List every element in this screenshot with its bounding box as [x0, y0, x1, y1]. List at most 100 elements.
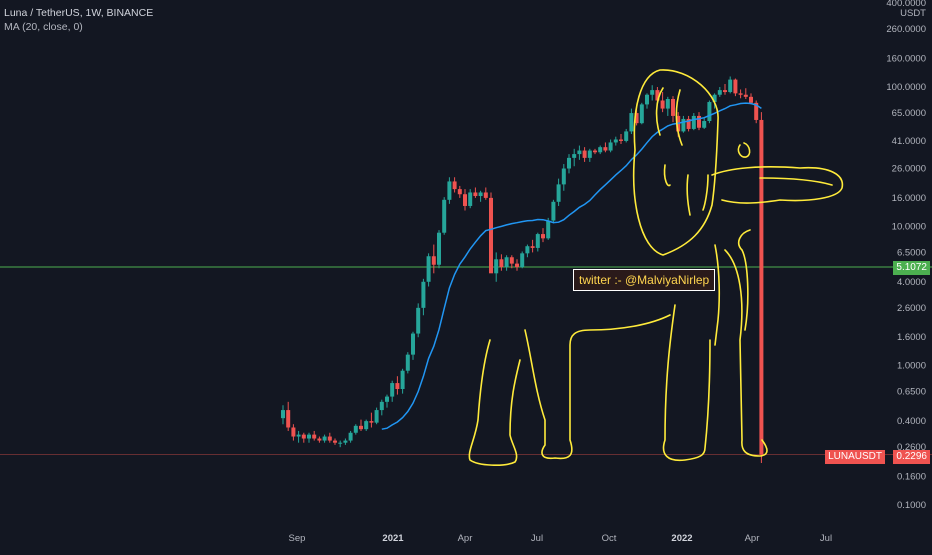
- candle-body: [390, 383, 395, 397]
- last-price-badge: 0.2296: [893, 450, 930, 464]
- candle-body: [452, 181, 457, 190]
- candle-body: [691, 115, 696, 129]
- drawing-stroke: [714, 244, 721, 346]
- horizontal-line-price-badge: 5.1072: [893, 261, 930, 275]
- candle-body: [681, 118, 686, 132]
- candle-body: [291, 427, 296, 437]
- candle-body: [416, 307, 421, 334]
- time-tick-label: Oct: [602, 533, 617, 544]
- candle-body: [645, 94, 649, 105]
- price-tick-label: 400.0000: [886, 0, 926, 9]
- candle-body: [525, 246, 530, 254]
- drawing-stroke: [663, 164, 671, 187]
- candle-body: [317, 438, 322, 441]
- candle-body: [665, 99, 670, 109]
- candle-body: [567, 157, 571, 169]
- candle-body: [634, 113, 639, 124]
- candle-body: [494, 259, 499, 274]
- candle-body: [322, 436, 327, 441]
- candle-body: [613, 139, 618, 143]
- candle-body: [405, 354, 410, 371]
- candle-body: [671, 99, 675, 116]
- drawing-stroke: [524, 314, 671, 460]
- candle-body: [598, 147, 603, 153]
- candle-body: [608, 142, 613, 151]
- candle-body: [447, 181, 452, 200]
- price-tick-label: 6.5000: [897, 247, 926, 258]
- candle-body: [619, 139, 623, 141]
- candle-body: [286, 410, 291, 428]
- price-tick-label: 160.0000: [886, 54, 926, 65]
- candle-body: [530, 246, 535, 248]
- candle-body: [281, 410, 285, 419]
- candle-body: [307, 434, 311, 439]
- candle-body: [395, 383, 400, 390]
- drawing-stroke: [702, 174, 709, 211]
- drawing-stroke: [468, 339, 521, 466]
- candle-body: [717, 90, 722, 95]
- candle-body: [572, 154, 577, 158]
- candle-body: [629, 113, 634, 132]
- time-tick-label: Jul: [820, 533, 832, 544]
- candle-body: [639, 104, 644, 124]
- price-tick-label: 0.1000: [897, 500, 926, 511]
- twitter-annotation: twitter :- @MalviyaNirlep: [573, 269, 716, 291]
- candle-body: [301, 434, 306, 439]
- candle-body: [660, 100, 665, 109]
- drawing-stroke: [724, 249, 768, 457]
- drawing-stroke: [632, 69, 719, 256]
- drawing-stroke: [675, 89, 683, 146]
- drawing-stroke: [738, 229, 751, 331]
- candle-body: [593, 150, 597, 153]
- candle-body: [541, 234, 545, 239]
- price-tick-label: 16.0000: [892, 193, 926, 204]
- price-tick-label: 0.2600: [897, 442, 926, 453]
- candle-body: [478, 192, 483, 197]
- candle-body: [437, 232, 441, 265]
- candle-body: [733, 79, 738, 94]
- candle-body: [561, 168, 566, 185]
- chart-header: Luna / TetherUS, 1W, BINANCE MA (20, clo…: [4, 6, 153, 34]
- candle-body: [333, 440, 337, 443]
- time-tick-label: Sep: [289, 533, 306, 544]
- candle-body: [353, 425, 358, 433]
- price-tick-label: 0.4000: [897, 416, 926, 427]
- candle-body: [749, 96, 753, 103]
- candle-body: [338, 442, 343, 444]
- candle-body: [520, 253, 525, 268]
- candle-body: [385, 396, 389, 402]
- candle-body: [374, 410, 379, 423]
- candle-body: [359, 425, 363, 430]
- candle-body: [312, 434, 317, 439]
- price-tick-label: 4.0000: [897, 277, 926, 288]
- drawing-stroke: [737, 142, 751, 158]
- drawing-stroke: [662, 304, 711, 462]
- candle-body: [483, 192, 488, 198]
- candle-body: [400, 370, 405, 390]
- candle-body: [421, 281, 426, 308]
- price-tick-label: 260.0000: [886, 24, 926, 35]
- ma-indicator-label: MA (20, close, 0): [4, 21, 83, 33]
- candle-body: [515, 263, 519, 268]
- symbol-price-badge: LUNAUSDT: [825, 450, 885, 464]
- candle-body: [712, 94, 717, 103]
- ma-line: [381, 102, 762, 430]
- price-tick-label: 100.0000: [886, 82, 926, 93]
- candle-body: [535, 234, 540, 248]
- candle-body: [702, 121, 707, 128]
- candle-body: [707, 102, 712, 122]
- price-tick-label: 41.0000: [892, 136, 926, 147]
- candle-body: [431, 256, 436, 265]
- drawing-stroke: [759, 177, 833, 186]
- price-tick-label: 10.0000: [892, 221, 926, 232]
- candle-body: [603, 147, 608, 151]
- time-tick-label: Jul: [531, 533, 543, 544]
- candle-body: [468, 192, 473, 206]
- price-tick-label: 1.6000: [897, 332, 926, 343]
- candle-body: [463, 194, 467, 206]
- candle-body: [426, 256, 431, 282]
- price-unit-label: USDT: [900, 8, 926, 19]
- price-tick-label: 0.6500: [897, 387, 926, 398]
